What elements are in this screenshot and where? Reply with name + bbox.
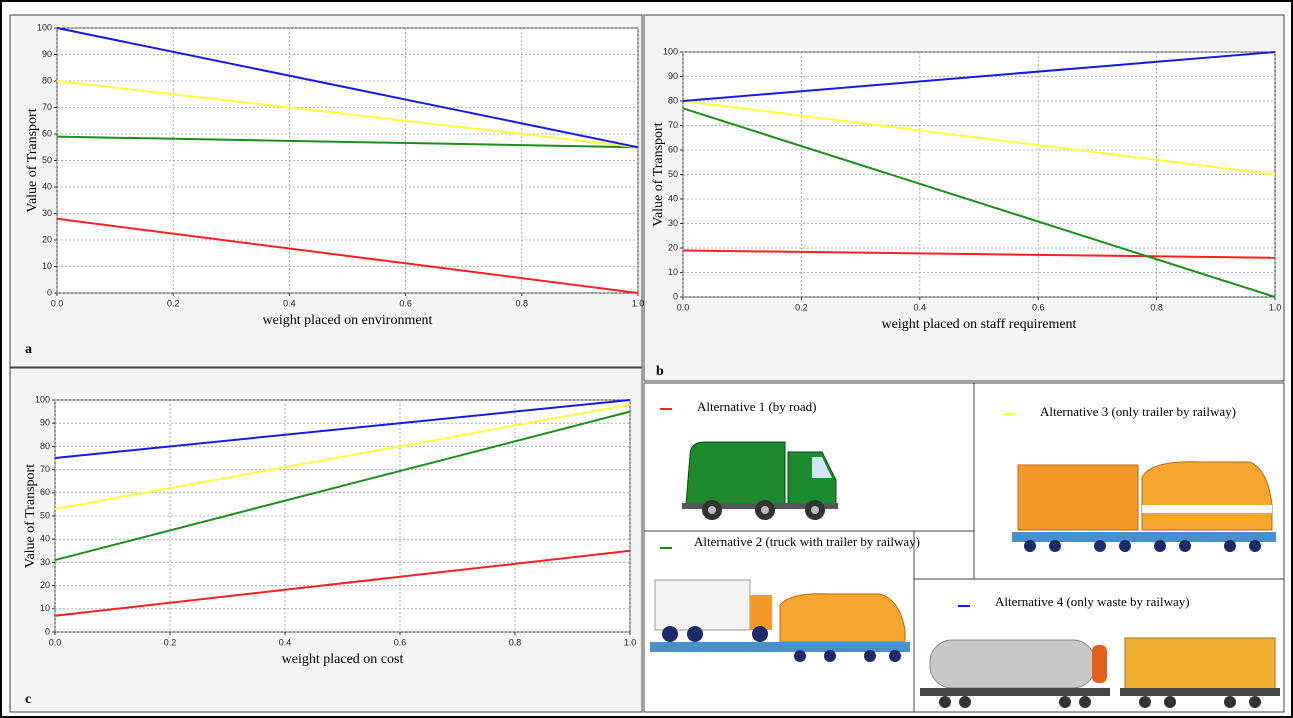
panel-label: b xyxy=(656,364,664,379)
truck-icon xyxy=(682,442,838,520)
y-tick-label: 90 xyxy=(668,71,678,81)
y-tick-label: 100 xyxy=(35,394,50,404)
y-tick-label: 100 xyxy=(663,46,678,56)
x-tick-label: 0.0 xyxy=(51,298,64,308)
y-tick-label: 80 xyxy=(40,441,50,451)
y-tick-label: 0 xyxy=(47,287,52,297)
y-tick-label: 60 xyxy=(668,144,678,154)
y-axis-title: Value of Transport xyxy=(23,464,38,568)
y-tick-label: 60 xyxy=(42,128,52,138)
x-tick-label: 1.0 xyxy=(624,637,637,647)
y-tick-label: 30 xyxy=(668,218,678,228)
x-tick-label: 1.0 xyxy=(1269,302,1282,312)
x-tick-label: 0.4 xyxy=(279,637,292,647)
legend-label: Alternative 1 (by road) xyxy=(697,399,816,414)
x-tick-label: 0.2 xyxy=(795,302,808,312)
x-tick-label: 0.0 xyxy=(677,302,690,312)
x-tick-label: 0.8 xyxy=(516,298,529,308)
train-icon xyxy=(1012,462,1276,552)
y-tick-label: 20 xyxy=(42,234,52,244)
x-tick-label: 0.6 xyxy=(1032,302,1045,312)
y-tick-label: 70 xyxy=(42,102,52,112)
y-tick-label: 30 xyxy=(42,208,52,218)
y-tick-label: 90 xyxy=(42,49,52,59)
y-tick-label: 10 xyxy=(40,603,50,613)
x-tick-label: 0.4 xyxy=(283,298,296,308)
y-tick-label: 70 xyxy=(40,464,50,474)
legend-label: Alternative 4 (only waste by railway) xyxy=(995,594,1190,609)
y-tick-label: 40 xyxy=(42,181,52,191)
y-tick-label: 10 xyxy=(42,261,52,271)
x-tick-label: 1.0 xyxy=(632,298,645,308)
x-tick-label: 0.8 xyxy=(1150,302,1163,312)
x-tick-label: 0.2 xyxy=(164,637,177,647)
y-tick-label: 100 xyxy=(37,22,52,32)
x-tick-label: 0.0 xyxy=(49,637,62,647)
x-tick-label: 0.2 xyxy=(167,298,180,308)
y-tick-label: 20 xyxy=(668,242,678,252)
y-axis-title: Value of Transport xyxy=(25,108,40,212)
y-tick-label: 50 xyxy=(42,155,52,165)
legend-label: Alternative 2 (truck with trailer by rai… xyxy=(694,534,920,549)
y-tick-label: 0 xyxy=(673,291,678,301)
y-tick-label: 10 xyxy=(668,267,678,277)
y-tick-label: 0 xyxy=(45,626,50,636)
y-tick-label: 70 xyxy=(668,120,678,130)
y-tick-label: 40 xyxy=(668,193,678,203)
panel-label: a xyxy=(25,342,32,357)
x-axis-title: weight placed on staff requirement xyxy=(882,317,1077,332)
y-tick-label: 60 xyxy=(40,487,50,497)
y-tick-label: 80 xyxy=(42,75,52,85)
x-tick-label: 0.4 xyxy=(914,302,927,312)
x-axis-title: weight placed on cost xyxy=(282,652,404,667)
y-tick-label: 20 xyxy=(40,580,50,590)
y-tick-label: 30 xyxy=(40,557,50,567)
y-tick-label: 50 xyxy=(668,169,678,179)
legend-label: Alternative 3 (only trailer by railway) xyxy=(1040,404,1236,419)
y-tick-label: 50 xyxy=(40,510,50,520)
y-tick-label: 90 xyxy=(40,418,50,428)
x-tick-label: 0.6 xyxy=(399,298,412,308)
y-tick-label: 80 xyxy=(668,95,678,105)
panel-label: c xyxy=(25,692,31,707)
y-tick-label: 40 xyxy=(40,534,50,544)
x-axis-title: weight placed on environment xyxy=(263,313,433,328)
x-tick-label: 0.8 xyxy=(509,637,522,647)
y-axis-title: Value of Transport xyxy=(651,122,666,226)
figure: Alternative 1 (by road) Alternative 2 (t… xyxy=(0,0,1293,718)
x-tick-label: 0.6 xyxy=(394,637,407,647)
